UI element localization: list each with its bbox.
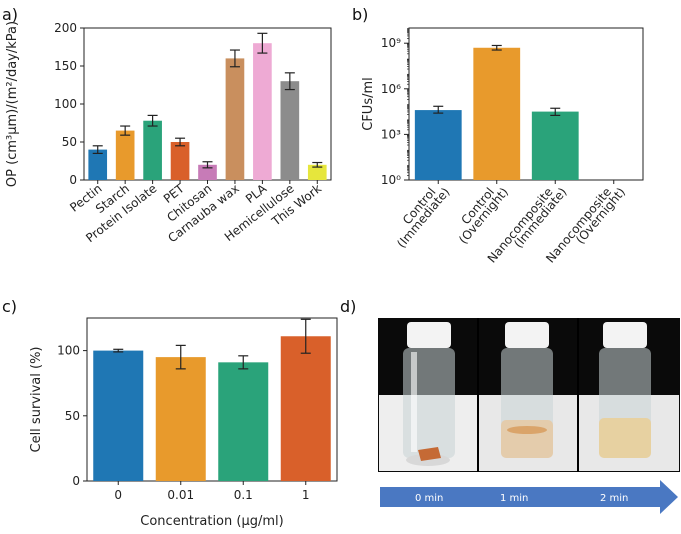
bar — [198, 164, 217, 180]
bar — [414, 110, 462, 180]
bar — [225, 58, 245, 180]
panel-c-label: c) — [2, 297, 17, 316]
y-axis-label: CFUs/ml — [361, 77, 376, 131]
bar — [473, 47, 521, 181]
y-tick-label: 50 — [65, 409, 80, 423]
panel-b-label: b) — [352, 5, 368, 24]
film-piece-icon — [418, 447, 441, 461]
x-tick-label: 0.1 — [234, 488, 253, 502]
panel-d-label: d) — [340, 297, 356, 316]
x-tick-label: 0 — [114, 488, 122, 502]
y-tick-label: 150 — [54, 59, 77, 73]
arrow-right-icon — [380, 480, 678, 514]
y-tick-label: 0 — [72, 474, 80, 488]
bar — [115, 130, 135, 180]
bar — [143, 120, 162, 180]
time-label-0: 0 min — [415, 493, 443, 504]
chart-c-cell-survival: 0 50 100 0 0.01 0.1 1 Concentration (μg/ml) Cell… — [29, 317, 338, 529]
vial-1min — [479, 322, 577, 471]
time-label-1: 1 min — [500, 493, 528, 504]
bar — [170, 142, 190, 180]
vial-0min — [379, 322, 477, 471]
bar — [280, 336, 331, 481]
vial-photo — [378, 318, 680, 472]
x-tick-label: 0.01 — [167, 488, 194, 502]
vial-2min — [579, 322, 679, 471]
y-tick-label: 100 — [57, 344, 80, 358]
y-tick-label: 50 — [62, 135, 77, 149]
y-tick-label: 200 — [54, 21, 77, 35]
y-tick-label: 10⁶ — [381, 82, 401, 96]
bar — [280, 81, 300, 180]
plot-frame — [408, 27, 644, 181]
plot-frame — [86, 317, 338, 482]
y-tick-label: 0 — [69, 173, 77, 187]
y-tick-label: 10³ — [381, 127, 401, 141]
y-tick-label: 10⁹ — [381, 36, 401, 50]
x-tick-label: 1 — [302, 488, 310, 502]
vial-cap-icon — [407, 322, 451, 348]
bar — [531, 111, 579, 180]
bar — [155, 357, 206, 481]
vial-cap-icon — [505, 322, 549, 348]
time-arrow: 0 min 1 min 2 min — [380, 480, 678, 514]
bar — [253, 43, 272, 181]
vial-cap-icon — [603, 322, 647, 348]
time-label-2: 2 min — [600, 493, 628, 504]
bar — [218, 362, 269, 481]
y-tick-label: 100 — [54, 97, 77, 111]
x-axis-label: Concentration (μg/ml) — [140, 514, 283, 529]
bar — [88, 149, 108, 180]
bar — [307, 164, 327, 180]
y-axis-label: OP (cm³μm)/(m²/day/kPa) — [5, 21, 20, 187]
panel-a-label: a) — [2, 5, 18, 24]
y-tick-label: 10⁰ — [381, 173, 401, 187]
bar — [93, 350, 144, 481]
y-axis-label: Cell survival (%) — [29, 347, 44, 453]
